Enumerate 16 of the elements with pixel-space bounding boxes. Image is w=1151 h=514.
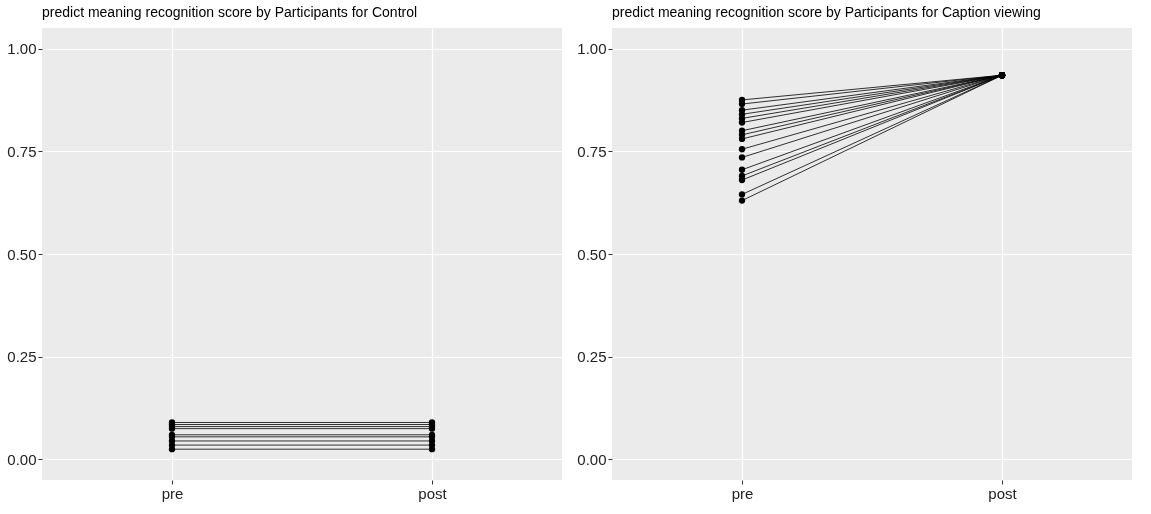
y-tick-label: 0.25 bbox=[577, 348, 607, 366]
chart-title: predict meaning recognition score by Participants for Caption viewing bbox=[612, 4, 1041, 20]
x-tick-label: post bbox=[418, 484, 448, 502]
x-tick-label: post bbox=[988, 484, 1018, 502]
x-tick-label: pre bbox=[161, 484, 184, 502]
y-tick-label: 0.50 bbox=[577, 245, 607, 263]
y-tick-label: 0.00 bbox=[577, 450, 607, 468]
chart-title: predict meaning recognition score by Participants for Control bbox=[42, 4, 418, 20]
y-tick-label: 1.00 bbox=[7, 40, 37, 58]
y-tick-label: 0.50 bbox=[7, 245, 37, 263]
y-tick-label: 0.75 bbox=[7, 142, 37, 160]
y-tick-label: 1.00 bbox=[577, 40, 607, 58]
y-tick-label: 0.00 bbox=[7, 450, 37, 468]
y-tick-label: 0.75 bbox=[577, 142, 607, 160]
y-tick-label: 0.25 bbox=[7, 348, 37, 366]
x-tick-label: pre bbox=[731, 484, 754, 502]
